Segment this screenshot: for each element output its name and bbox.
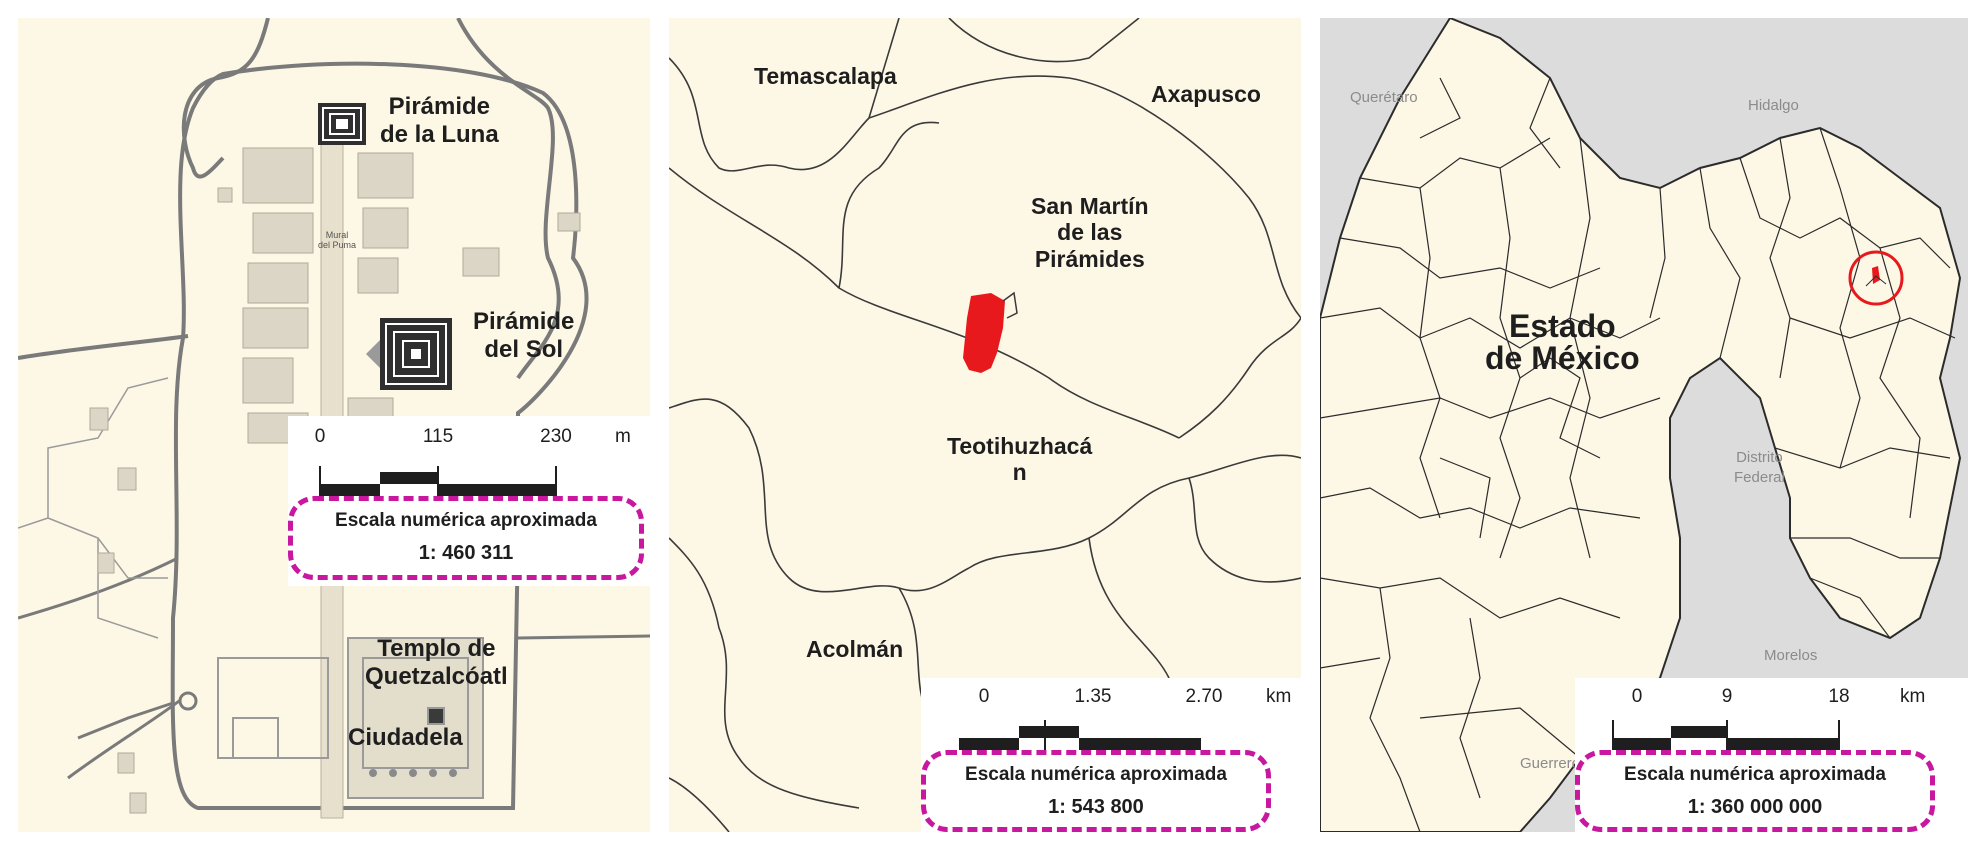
- boundary-central: [838, 121, 940, 289]
- scale-bar: [959, 720, 1201, 750]
- municipal-map-panel[interactable]: Temascalapa Axapusco San Martín de las P…: [669, 18, 1301, 832]
- label-distrito-federal: Distrito Federal: [1734, 449, 1785, 486]
- label-queretaro: Querétaro: [1350, 89, 1418, 106]
- boundary-north: [669, 18, 900, 172]
- boundary-southeast: [1088, 537, 1170, 679]
- scale-caption: Escala numérica aproximada 1: 543 800: [921, 750, 1271, 832]
- scale-tick-2: 18: [1828, 686, 1850, 707]
- scale-caption-text: Escala numérica aproximada: [965, 764, 1227, 785]
- boundary-teoti-south: [968, 454, 1301, 569]
- scale-unit: m: [615, 426, 631, 447]
- label-acolman: Acolmán: [806, 636, 904, 662]
- label-teotihuacan: Teotihuzhacá n: [947, 433, 1093, 486]
- boundary-axapusco: [948, 18, 1140, 63]
- boundary-teoti-west: [669, 398, 970, 593]
- municipal-lines: [1320, 77, 1956, 832]
- scale-tick-1: 115: [422, 426, 454, 447]
- site-map-panel[interactable]: Pirámide de la Luna Mural del Puma Pirám…: [18, 18, 650, 832]
- label-estado-de-mexico: Estado de México: [1485, 308, 1640, 376]
- municipal-boundaries: [669, 18, 1301, 832]
- west-road-1: [18, 334, 189, 360]
- scale-tick-0: 0: [1631, 686, 1643, 707]
- label-axapusco: Axapusco: [1151, 81, 1261, 107]
- scale-tick-0: 0: [314, 426, 326, 447]
- boundary-san-martin: [868, 75, 1301, 319]
- west-road-2: [18, 556, 179, 620]
- outer-loop: [170, 61, 589, 810]
- boundary-acolman: [669, 537, 860, 809]
- label-temascalapa: Temascalapa: [754, 63, 897, 89]
- municipal-map-canvas: [669, 18, 1301, 832]
- label-san-martin: San Martín de las Pirámides: [1031, 193, 1149, 272]
- scale-tick-2: 230: [540, 426, 572, 447]
- scale-unit: km: [1900, 686, 1926, 707]
- label-templo-quetzalcoatl: Templo de Quetzalcóatl: [365, 635, 508, 690]
- site-scale-box: 0 115 230 m Escala numérica aproximada 1…: [288, 416, 650, 586]
- scale-unit: km: [1266, 686, 1292, 707]
- scale-ratio: 1: 543 800: [1048, 796, 1144, 818]
- label-guerrero: Guerrero: [1520, 755, 1575, 772]
- scale-tick-1: 1.35: [1074, 686, 1112, 707]
- scale-caption: Escala numérica aproximada 1: 460 311: [288, 496, 644, 580]
- state-scale-box: 0 9 18 km Escala numérica aproximada 1: …: [1575, 678, 1968, 832]
- label-piramide-luna: Pirámide de la Luna: [380, 93, 499, 148]
- boundary-east-2: [1188, 477, 1301, 583]
- pyramid-moon-shape: [318, 103, 366, 145]
- highlight-notch: [1002, 291, 1018, 319]
- label-mural-puma: Mural del Puma: [318, 230, 357, 251]
- label-ciudadela: Ciudadela: [348, 724, 463, 751]
- state-map-panel[interactable]: Querétaro Hidalgo Distrito Federal Morel…: [1320, 18, 1968, 832]
- state-map-canvas: [1320, 18, 1962, 832]
- scale-tick-0: 0: [978, 686, 990, 707]
- highlighted-area: [963, 293, 1005, 373]
- west-road-3: [67, 696, 184, 780]
- boundary-east: [1178, 317, 1301, 439]
- label-hidalgo: Hidalgo: [1748, 97, 1799, 114]
- marker-boundary: [1865, 275, 1887, 287]
- scale-ratio: 1: 360 000 000: [1687, 796, 1823, 818]
- scale-tick-2: 2.70: [1185, 686, 1223, 707]
- boundary-corner: [669, 777, 730, 832]
- roundabout: [178, 691, 198, 711]
- location-marker-circle: [1848, 250, 1904, 306]
- scale-caption: Escala numérica aproximada 1: 360 000 00…: [1575, 750, 1935, 832]
- label-morelos: Morelos: [1764, 647, 1818, 664]
- compound-blocks: [89, 147, 581, 814]
- west-road-4: [77, 701, 174, 740]
- pyramid-sun-shape: [366, 318, 452, 390]
- municipal-scale-box: 0 1.35 2.70 km Escala numérica aproximad…: [921, 678, 1301, 832]
- scale-caption-text: Escala numérica aproximada: [335, 510, 597, 531]
- scale-caption-text: Escala numérica aproximada: [1624, 764, 1886, 785]
- scale-bar: [319, 466, 557, 496]
- location-marker-shape: [1872, 266, 1880, 284]
- scale-ratio: 1: 460 311: [418, 542, 514, 564]
- scale-tick-1: 9: [1721, 686, 1733, 707]
- label-piramide-sol: Pirámide del Sol: [473, 308, 575, 363]
- scale-bar: [1612, 720, 1840, 750]
- boundary-teoti-north: [669, 167, 1180, 439]
- ciudadela-dots: [369, 769, 457, 777]
- east-road: [517, 634, 650, 640]
